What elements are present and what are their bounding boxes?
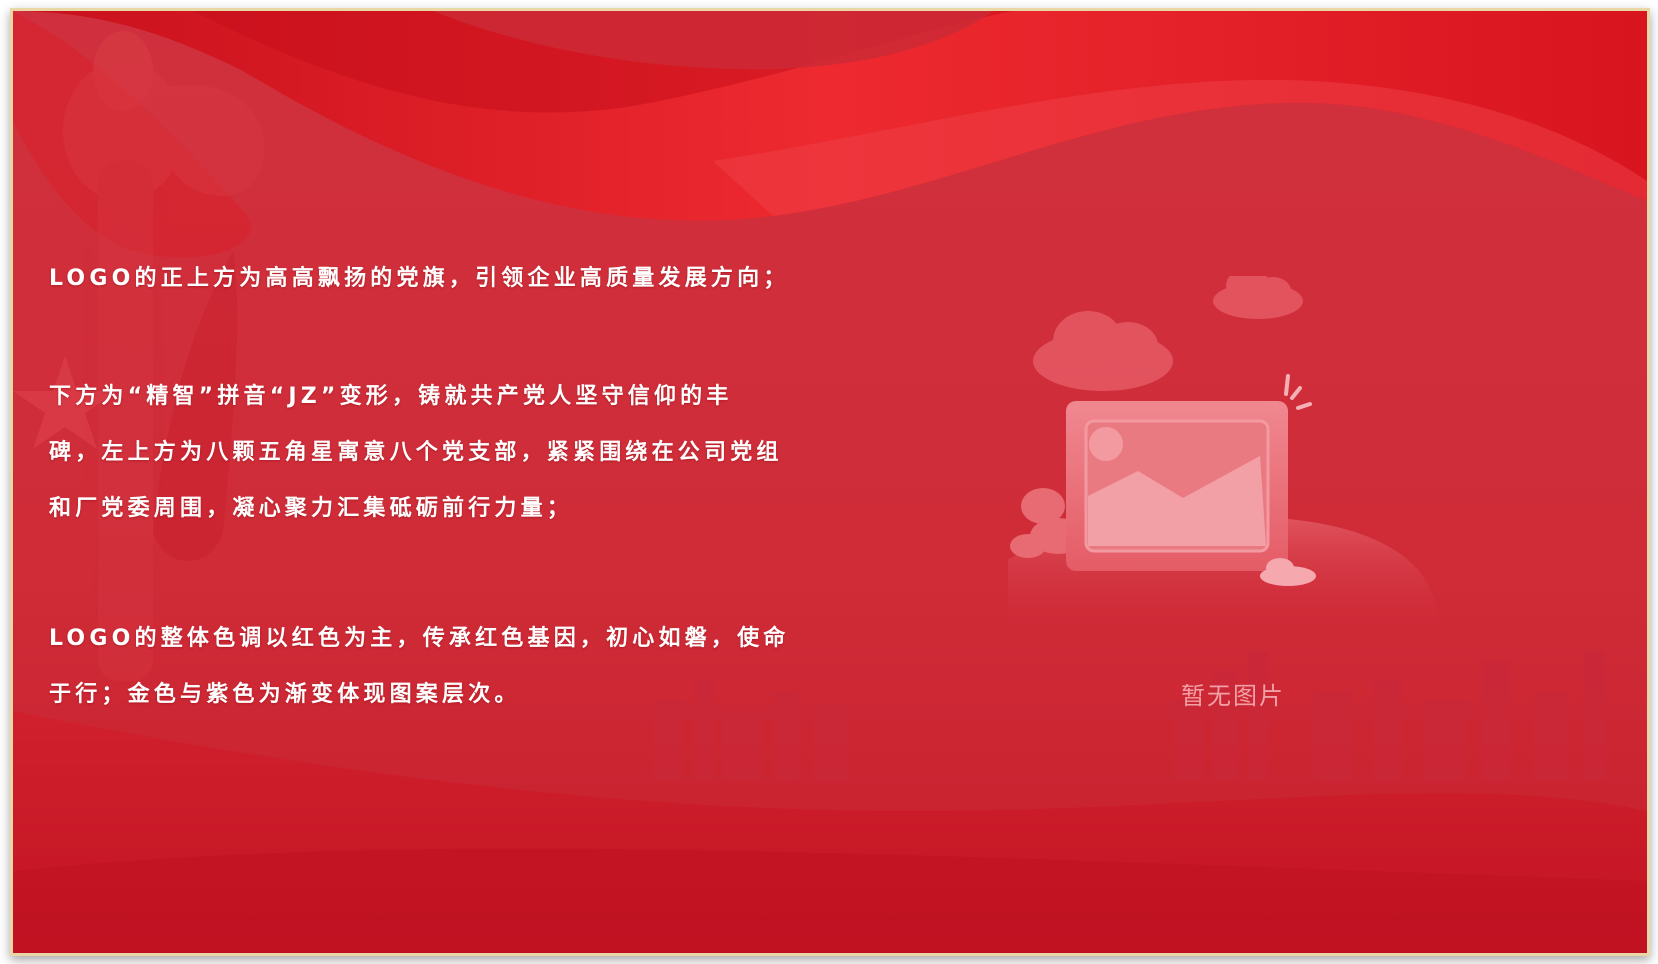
logo-jz-description: 下方为“精智”拼音“JZ”变形，铸就共产党人坚守信仰的丰 碑，左上方为八颗五角星… xyxy=(49,369,849,537)
slide-frame: LOGO的正上方为高高飘扬的党旗，引领企业高质量发展方向； 下方为“精智”拼音“… xyxy=(10,8,1650,956)
cloud-icon xyxy=(1033,311,1173,391)
red-flag-background xyxy=(13,11,1647,953)
text-line: 和厂党委周围，凝心聚力汇集砥砺前行力量； xyxy=(49,496,574,521)
text-line: 于行；金色与紫色为渐变体现图案层次。 xyxy=(49,682,521,707)
logo-color-description: LOGO的整体色调以红色为主，传承红色基因，初心如磐，使命 于行；金色与紫色为渐… xyxy=(49,611,849,723)
image-placeholder-icon xyxy=(1008,276,1438,626)
text-line: LOGO的正上方为高高飘扬的党旗，引领企业高质量发展方向； xyxy=(49,266,790,291)
no-image-caption: 暂无图片 xyxy=(1181,682,1285,710)
text-line: LOGO的整体色调以红色为主，传承红色基因，初心如磐，使命 xyxy=(49,626,790,651)
bottom-wave xyxy=(13,711,1647,953)
logo-flag-description: LOGO的正上方为高高飘扬的党旗，引领企业高质量发展方向； xyxy=(49,263,849,295)
pillar-decoration xyxy=(63,31,265,691)
city-skyline xyxy=(653,651,1605,781)
text-line: 碑，左上方为八颗五角星寓意八个党支部，紧紧围绕在公司党组 xyxy=(49,440,783,465)
text-line: 下方为“精智”拼音“JZ”变形，铸就共产党人坚守信仰的丰 xyxy=(49,384,733,409)
image-placeholder: 暂无图片 xyxy=(1008,276,1458,710)
cloud-icon xyxy=(1213,276,1303,319)
